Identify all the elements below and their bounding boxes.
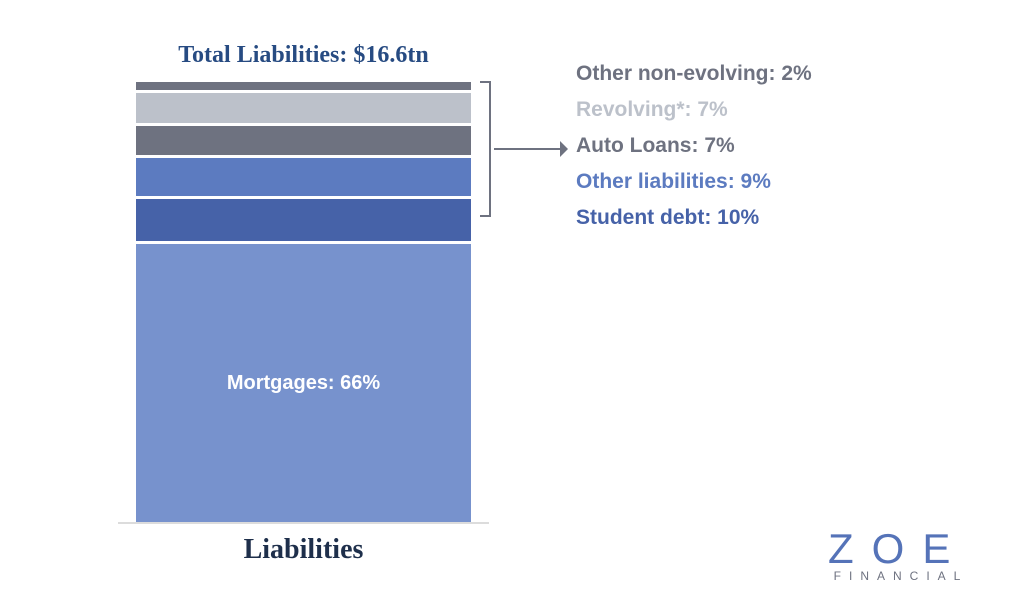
- segment-mortgages: Mortgages: 66%: [136, 244, 471, 522]
- stacked-bar: Mortgages: 66%: [136, 82, 471, 522]
- x-axis-label: Liabilities: [136, 534, 471, 566]
- callout-arrow: [494, 139, 570, 159]
- chart-title: Total Liabilities: $16.6tn: [136, 42, 471, 69]
- legend-item-3: Other liabilities: 9%: [576, 170, 771, 194]
- segment-other-non-evolving: [136, 82, 471, 90]
- chart-baseline: [118, 522, 489, 524]
- legend-item-2: Auto Loans: 7%: [576, 134, 735, 158]
- segment-other-liabilities: [136, 158, 471, 196]
- segment-student-debt: [136, 199, 471, 241]
- legend-item-0: Other non-evolving: 2%: [576, 62, 812, 86]
- brand-logo-subtext: FINANCIAL: [828, 569, 968, 583]
- legend-item-4: Student debt: 10%: [576, 206, 759, 230]
- brand-logo: ZOE FINANCIAL: [828, 525, 968, 583]
- segment-revolving-: [136, 93, 471, 122]
- legend-item-1: Revolving*: 7%: [576, 98, 728, 122]
- segment-auto-loans: [136, 126, 471, 155]
- callout-bracket: [478, 80, 494, 218]
- segment-inline-label: Mortgages: 66%: [227, 372, 380, 395]
- brand-logo-text: ZOE: [828, 525, 968, 573]
